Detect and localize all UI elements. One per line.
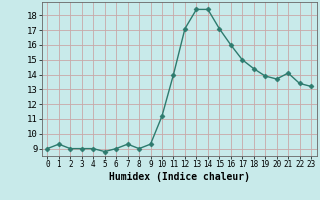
X-axis label: Humidex (Indice chaleur): Humidex (Indice chaleur) <box>109 172 250 182</box>
